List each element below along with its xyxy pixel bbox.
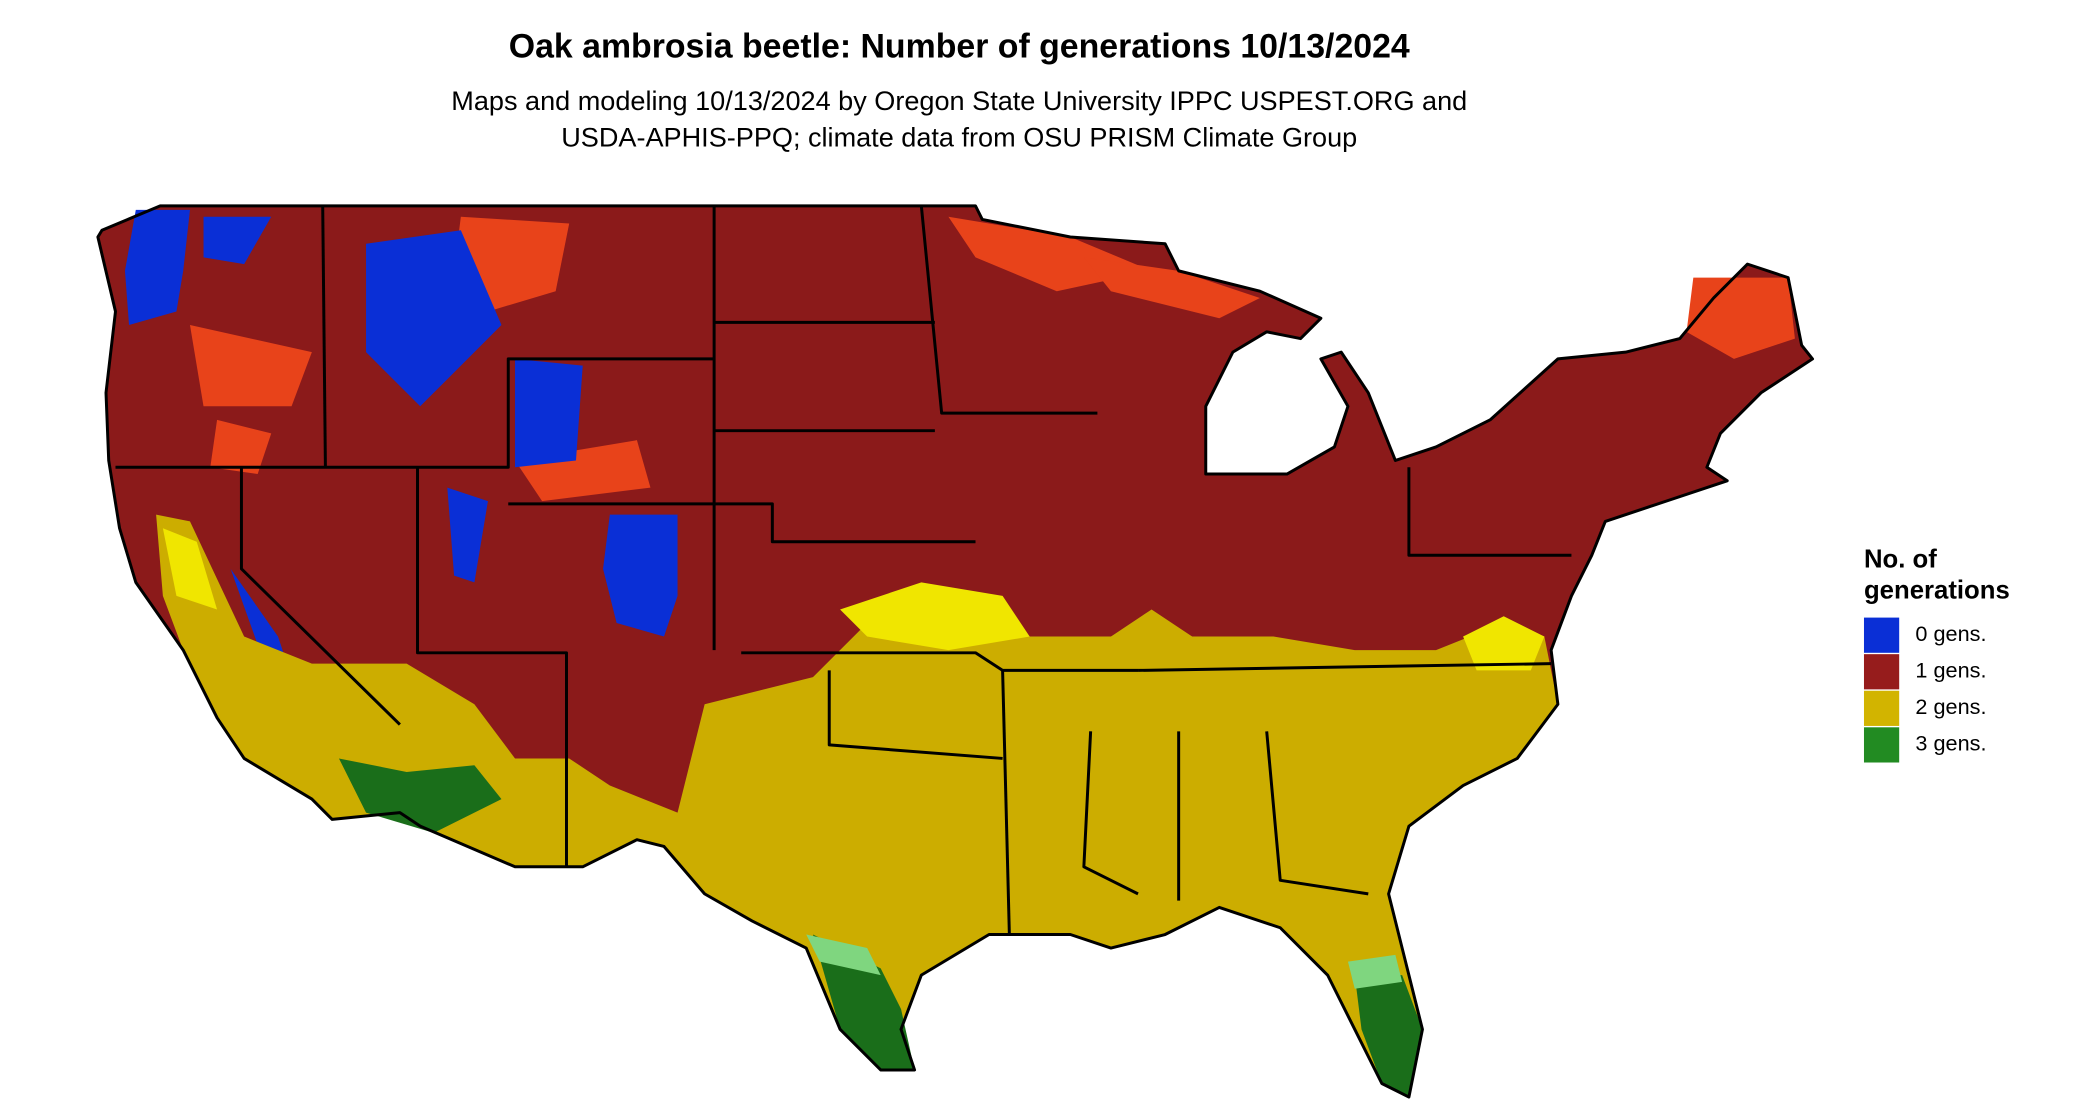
- region-3-gen-edge: [806, 934, 1403, 989]
- legend-label: 3 gens.: [1915, 731, 1986, 756]
- legend-swatch: [1863, 617, 1900, 653]
- legend-title: generations: [1864, 577, 2010, 605]
- map-title: Oak ambrosia beetle: Number of generatio…: [509, 28, 1410, 66]
- region-2-gen-edge: [162, 528, 1545, 671]
- legend-swatch: [1863, 727, 1900, 763]
- legend-label: 0 gens.: [1915, 621, 1986, 646]
- country-border: [96, 204, 1814, 1099]
- legend-swatch: [1863, 654, 1900, 690]
- map-subtitle: Maps and modeling 10/13/2024 by Oregon S…: [451, 85, 1467, 116]
- legend-swatch: [1863, 690, 1900, 726]
- legend-label: 1 gens.: [1915, 657, 1986, 682]
- state-borders: [115, 205, 1572, 935]
- region-2-gen: [156, 514, 1558, 1098]
- map-subtitle: USDA-APHIS-PPQ; climate data from OSU PR…: [561, 122, 1357, 153]
- legend: No. of generations 0 gens. 1 gens. 2 gens.…: [1863, 546, 2010, 763]
- region-0-gen: [124, 209, 678, 678]
- map-area: [96, 204, 1814, 1099]
- legend-label: 2 gens.: [1915, 694, 1986, 719]
- legend-title: No. of: [1864, 546, 1937, 574]
